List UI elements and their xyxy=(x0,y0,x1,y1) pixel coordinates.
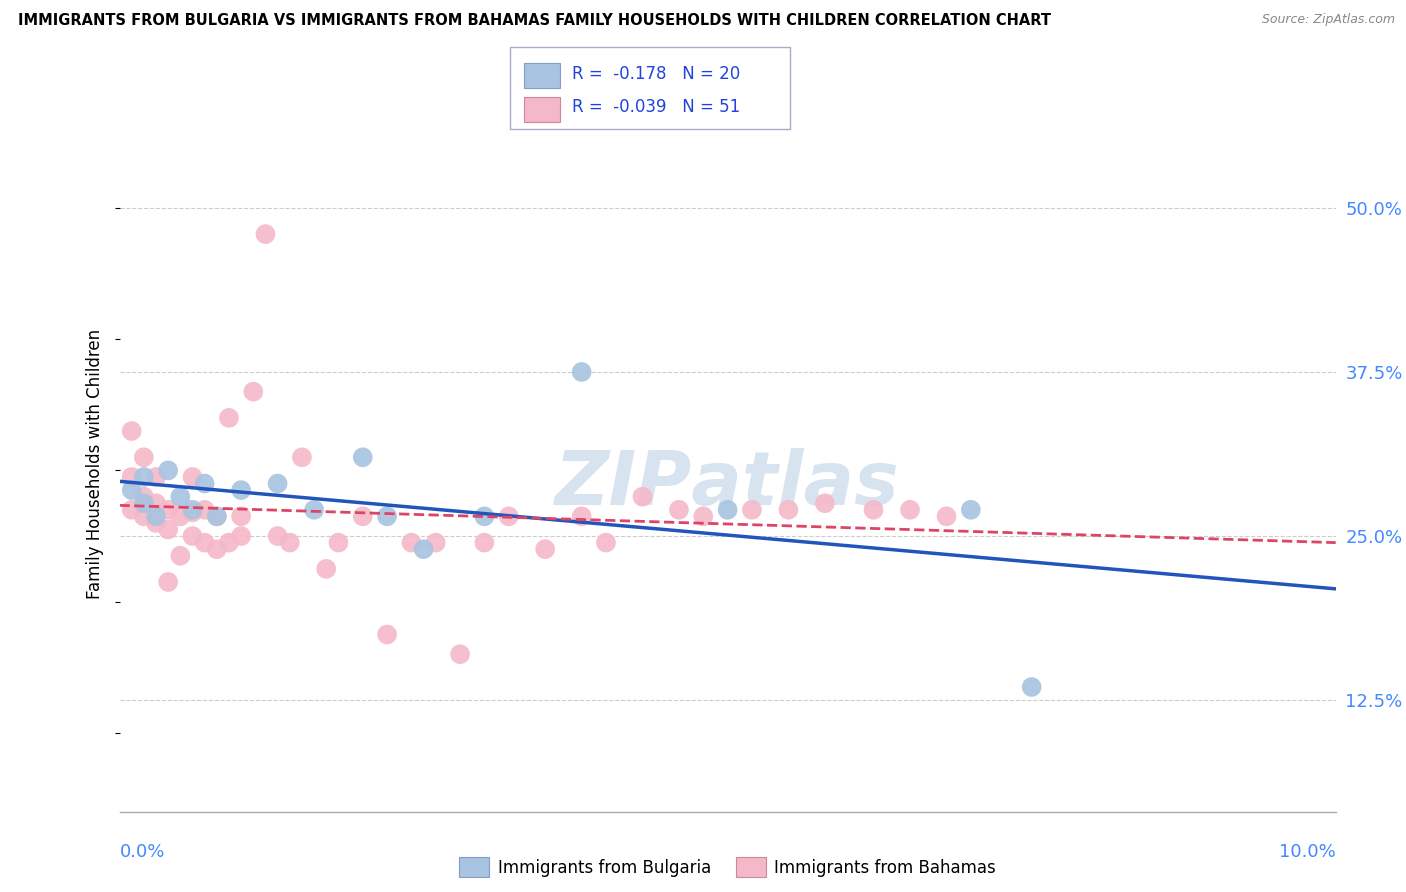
Point xyxy=(778,503,800,517)
Point xyxy=(132,470,155,484)
Point xyxy=(534,542,557,557)
Point xyxy=(145,509,167,524)
Point xyxy=(571,509,593,524)
Point xyxy=(181,470,204,484)
Point xyxy=(935,509,957,524)
Point xyxy=(194,476,217,491)
Point xyxy=(498,509,520,524)
Point xyxy=(291,450,314,465)
Point xyxy=(205,542,228,557)
Point xyxy=(145,516,167,530)
Point xyxy=(169,490,191,504)
Point xyxy=(302,503,325,517)
Point xyxy=(231,529,253,543)
Y-axis label: Family Households with Children: Family Households with Children xyxy=(86,329,104,599)
Point xyxy=(169,509,191,524)
Point xyxy=(412,542,434,557)
Legend: Immigrants from Bulgaria, Immigrants from Bahamas: Immigrants from Bulgaria, Immigrants fro… xyxy=(453,851,1002,883)
Text: 0.0%: 0.0% xyxy=(120,843,165,861)
Point xyxy=(631,490,654,504)
Point xyxy=(375,509,398,524)
Point xyxy=(278,535,301,549)
Point xyxy=(145,470,167,484)
Point xyxy=(194,535,217,549)
Point xyxy=(242,384,264,399)
Point xyxy=(169,549,191,563)
Point xyxy=(352,509,374,524)
Point xyxy=(157,523,180,537)
Point xyxy=(898,503,921,517)
Text: ZIP​atlas: ZIP​atlas xyxy=(555,448,900,521)
Point xyxy=(401,535,423,549)
Text: R =  -0.178   N = 20: R = -0.178 N = 20 xyxy=(572,65,741,83)
Point xyxy=(960,503,983,517)
Point xyxy=(668,503,690,517)
Point xyxy=(717,503,740,517)
Point xyxy=(181,505,204,519)
Point xyxy=(862,503,884,517)
Text: R =  -0.039   N = 51: R = -0.039 N = 51 xyxy=(572,98,741,116)
Point xyxy=(181,503,204,517)
Point xyxy=(352,450,374,465)
Point xyxy=(425,535,447,549)
Point xyxy=(375,627,398,641)
Point xyxy=(254,227,277,241)
Point xyxy=(218,535,240,549)
Point xyxy=(231,483,253,497)
Point xyxy=(132,490,155,504)
Point xyxy=(472,509,496,524)
Point xyxy=(328,535,350,549)
Point xyxy=(814,496,837,510)
Point xyxy=(145,496,167,510)
Point xyxy=(741,503,763,517)
Point xyxy=(266,476,288,491)
Point xyxy=(205,509,228,524)
Point xyxy=(231,509,253,524)
Point xyxy=(692,509,714,524)
Point xyxy=(132,509,155,524)
Point xyxy=(595,535,617,549)
Text: 10.0%: 10.0% xyxy=(1279,843,1336,861)
Point xyxy=(157,503,180,517)
Point xyxy=(266,529,288,543)
Point xyxy=(218,410,240,425)
Point xyxy=(181,529,204,543)
Point xyxy=(205,509,228,524)
Point xyxy=(121,424,143,438)
Point xyxy=(449,647,471,661)
Point xyxy=(472,535,496,549)
Point xyxy=(571,365,593,379)
Point xyxy=(121,470,143,484)
Point xyxy=(1021,680,1043,694)
Point xyxy=(121,503,143,517)
Point xyxy=(132,496,155,510)
Point xyxy=(315,562,337,576)
Point xyxy=(132,450,155,465)
Point xyxy=(194,503,217,517)
Point xyxy=(157,574,180,589)
Point xyxy=(121,483,143,497)
Point xyxy=(157,463,180,477)
Text: Source: ZipAtlas.com: Source: ZipAtlas.com xyxy=(1261,13,1395,27)
Text: IMMIGRANTS FROM BULGARIA VS IMMIGRANTS FROM BAHAMAS FAMILY HOUSEHOLDS WITH CHILD: IMMIGRANTS FROM BULGARIA VS IMMIGRANTS F… xyxy=(18,13,1052,29)
